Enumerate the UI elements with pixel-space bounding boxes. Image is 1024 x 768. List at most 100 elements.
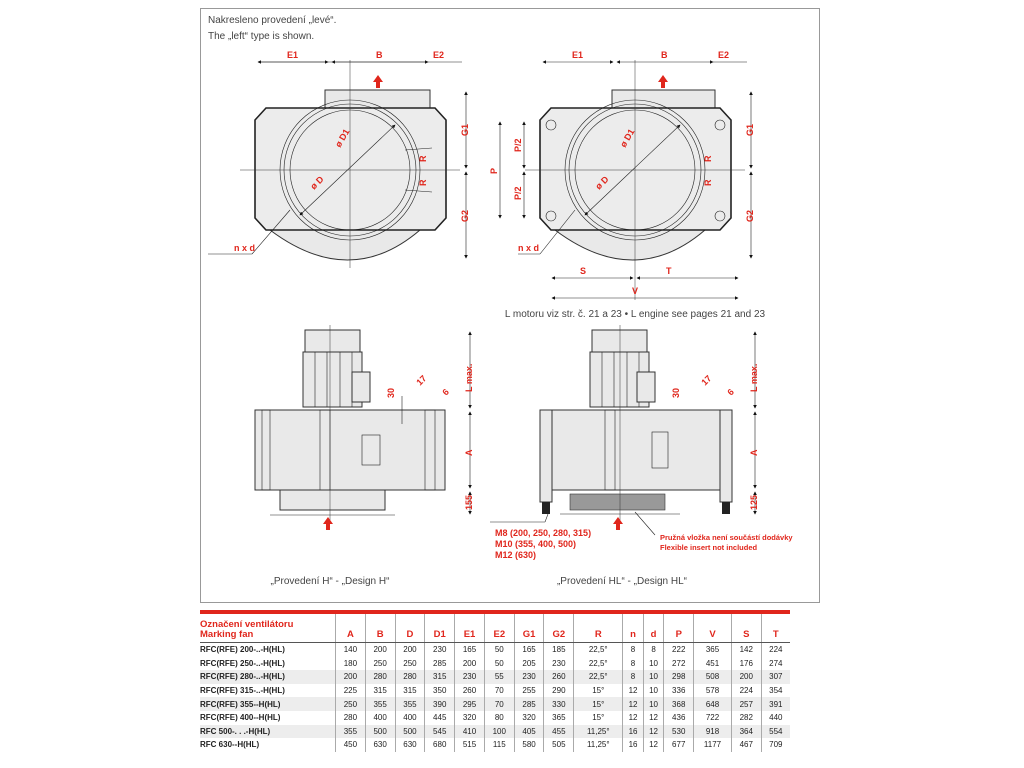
fan-model: RFC 630--H(HL) [200, 740, 260, 750]
dim-6: 6 [725, 387, 736, 398]
dim-p-half-top: P/2 [513, 138, 523, 152]
column-header-g2: G2 [543, 612, 574, 643]
table-row: RFC(RFE) 280-..-H(HL) 200 280 280 315 230 55 23… [200, 670, 790, 684]
cell-e1: 410 [454, 724, 485, 739]
cell-g1: 205 [513, 656, 544, 671]
cell-p: 298 [663, 670, 694, 684]
cell-g2: 505 [543, 738, 574, 752]
cell-a: 355 [335, 724, 366, 739]
column-header-s: S [730, 612, 762, 643]
column-header-d: D [394, 612, 425, 643]
dim-p-half-bottom: P/2 [513, 186, 523, 200]
top-view-h [208, 60, 468, 268]
cell-d: 315 [394, 683, 425, 698]
insert-note-cz: Pružná vložka není součástí dodávky [660, 533, 793, 542]
airflow-arrow-icon [613, 517, 623, 530]
cell-g2: 455 [543, 724, 574, 739]
cell-e2: 70 [483, 697, 515, 711]
column-header-d1: D1 [424, 612, 455, 643]
cell-a: 140 [335, 642, 366, 657]
column-header-p: P [663, 612, 694, 643]
dim-v: V [632, 286, 638, 296]
cell-g1: 320 [513, 710, 544, 725]
column-header-r: R [573, 612, 623, 643]
top-view-hl [498, 60, 753, 300]
cell-d1: 285 [424, 656, 455, 671]
cell-v: 722 [693, 710, 732, 725]
cell-n: 8 [622, 656, 644, 671]
cell-e2: 50 [483, 642, 515, 657]
cell-d: 500 [394, 724, 425, 739]
dim-s: S [580, 266, 586, 276]
table-row: RFC 630--H(HL) 450 630 630 680 515 115 580 505 11… [200, 738, 790, 752]
cell-e1: 200 [454, 656, 485, 671]
cell-g2: 230 [543, 656, 574, 671]
cell-g2: 260 [543, 670, 574, 684]
side-view-h [254, 325, 472, 530]
cell-e2: 100 [483, 724, 515, 739]
cell-d: 10 [642, 683, 664, 698]
cell-d1: 680 [424, 738, 455, 752]
cell-s: 257 [730, 697, 762, 711]
cell-n: 12 [622, 683, 644, 698]
cell-p: 677 [663, 738, 694, 752]
table-row: RFC(RFE) 400--H(HL) 280 400 400 445 320 80 320 3… [200, 710, 790, 725]
cell-e1: 320 [454, 710, 485, 725]
cell-d: 250 [394, 656, 425, 671]
cell-n: 16 [622, 738, 644, 752]
dim-lmax: L max. [464, 364, 474, 392]
cell-a: 450 [335, 738, 366, 752]
cell-b: 630 [364, 738, 396, 752]
cell-d: 355 [394, 697, 425, 711]
header-cz: Označení ventilátoru [200, 619, 294, 630]
cell-g2: 290 [543, 683, 574, 698]
caption-design-h: „Provedení H“ - „Design H“ [271, 576, 390, 587]
cell-d1: 390 [424, 697, 455, 711]
dim-lmax: L max. [749, 364, 759, 392]
cell-r: 11,25° [573, 738, 623, 752]
dim-b: B [661, 50, 668, 60]
cell-a: 280 [335, 710, 366, 725]
cell-v: 508 [693, 670, 732, 684]
table-row: RFC(RFE) 315-..-H(HL) 225 315 315 350 260 70 25… [200, 683, 790, 698]
dim-17: 17 [699, 373, 713, 387]
cell-t: 554 [760, 724, 790, 739]
cell-b: 200 [364, 642, 396, 657]
cell-p: 272 [663, 656, 694, 671]
cell-s: 176 [730, 656, 762, 671]
table-row: RFC(RFE) 250-..-H(HL) 180 250 250 285 200 50 20… [200, 656, 790, 671]
dim-r1: R [418, 155, 428, 162]
cell-s: 224 [730, 683, 762, 698]
cell-e2: 50 [483, 656, 515, 671]
table-header-row: Označení ventilátoru Marking fan A B D D1 E1 E… [200, 612, 790, 643]
airflow-arrow-icon [323, 517, 333, 530]
dim-nxd: n x d [234, 243, 255, 253]
cell-t: 354 [760, 683, 790, 698]
cell-e2: 80 [483, 710, 515, 725]
dimension-table: Označení ventilátoru Marking fan A B D D1 E1 E… [200, 610, 790, 752]
drawing-frame [200, 8, 820, 603]
header-en: Marking fan [200, 629, 254, 640]
column-header-n: n [622, 612, 644, 643]
dim-base: 155 [464, 495, 474, 510]
cell-b: 315 [364, 683, 396, 698]
cell-g1: 230 [513, 670, 544, 684]
cell-e1: 515 [454, 738, 485, 752]
dim-r2: R [418, 179, 428, 186]
cell-r: 15° [573, 683, 623, 698]
cell-t: 709 [760, 738, 790, 752]
cell-p: 336 [663, 683, 694, 698]
cell-s: 364 [730, 724, 762, 739]
cell-s: 282 [730, 710, 762, 725]
cell-t: 391 [760, 697, 790, 711]
cell-r: 22,5° [573, 656, 623, 671]
cell-r: 11,25° [573, 724, 623, 739]
dim-e1: E1 [287, 50, 298, 60]
column-header-marking: Označení ventilátoru Marking fan [200, 612, 336, 643]
column-header-b: B [364, 612, 396, 643]
column-header-d: d [642, 612, 664, 643]
table-row: RFC(RFE) 200-..-H(HL) 140 200 200 230 165 50 16… [200, 642, 790, 657]
dim-30: 30 [671, 388, 681, 398]
cell-g1: 255 [513, 683, 544, 698]
cell-e1: 260 [454, 683, 485, 698]
